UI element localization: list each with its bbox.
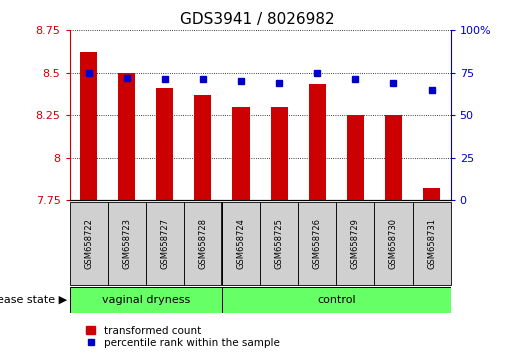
Bar [347, 115, 364, 200]
Bar [413, 202, 451, 285]
Text: GSM658726: GSM658726 [313, 218, 322, 269]
Text: control: control [317, 295, 356, 305]
Text: vaginal dryness: vaginal dryness [101, 295, 190, 305]
Bar [118, 73, 135, 200]
Bar [374, 202, 413, 285]
Bar [184, 202, 222, 285]
Bar [194, 95, 212, 200]
Text: GSM658724: GSM658724 [236, 218, 246, 269]
Bar [423, 188, 440, 200]
Bar [222, 287, 451, 313]
Text: GSM658727: GSM658727 [160, 218, 169, 269]
Bar [222, 202, 260, 285]
Bar [80, 52, 97, 200]
Bar [146, 202, 184, 285]
Bar [70, 202, 108, 285]
Text: GSM658730: GSM658730 [389, 218, 398, 269]
Text: GSM658728: GSM658728 [198, 218, 208, 269]
Bar [298, 202, 336, 285]
Bar [156, 88, 174, 200]
Bar [385, 115, 402, 200]
Text: GSM658725: GSM658725 [274, 218, 284, 269]
Text: GSM658729: GSM658729 [351, 218, 360, 269]
Bar [70, 287, 222, 313]
Text: GSM658731: GSM658731 [427, 218, 436, 269]
Bar [260, 202, 298, 285]
Text: GDS3941 / 8026982: GDS3941 / 8026982 [180, 12, 335, 27]
Bar [232, 107, 250, 200]
Bar [270, 107, 288, 200]
Text: disease state ▶: disease state ▶ [0, 295, 67, 305]
Bar [108, 202, 146, 285]
Text: GSM658723: GSM658723 [122, 218, 131, 269]
Bar [336, 202, 374, 285]
Legend: transformed count, percentile rank within the sample: transformed count, percentile rank withi… [85, 325, 281, 349]
Bar [308, 85, 326, 200]
Text: GSM658722: GSM658722 [84, 218, 93, 269]
